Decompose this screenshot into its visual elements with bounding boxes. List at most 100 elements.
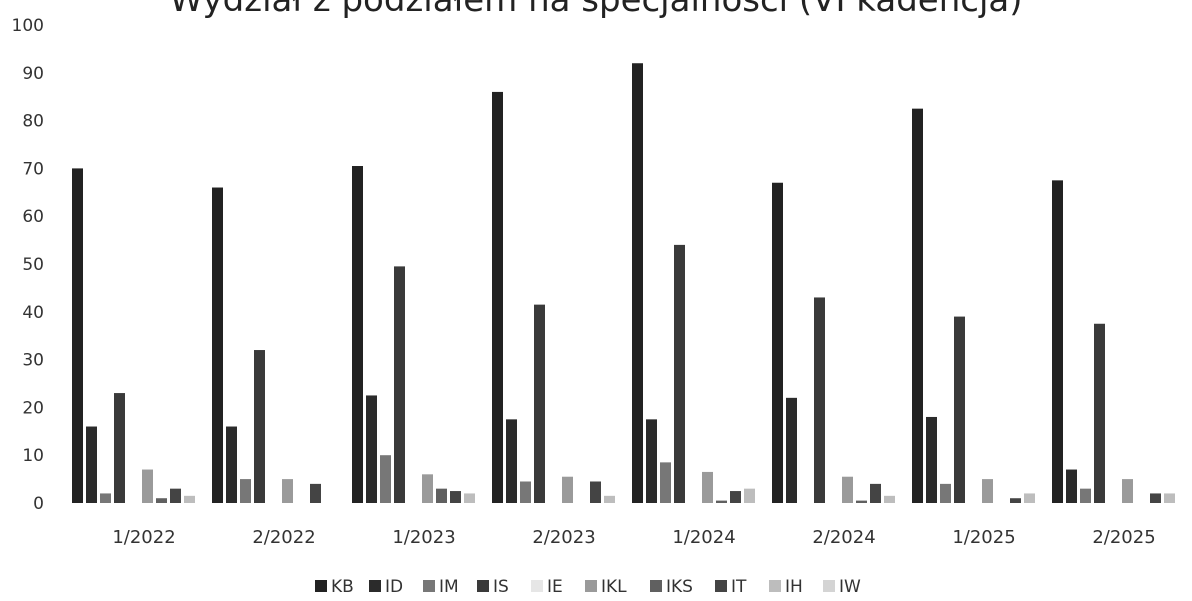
bar-ikl-2-2025 <box>1122 479 1133 503</box>
y-tick-label: 80 <box>22 112 44 132</box>
legend-swatch-iks <box>650 580 662 592</box>
x-tick-label: 1/2025 <box>952 527 1015 548</box>
bar-iks-2-2024 <box>856 500 867 503</box>
bar-im-1-2025 <box>940 483 951 503</box>
bar-ikl-1-2022 <box>142 469 153 503</box>
y-tick-label: 30 <box>22 351 44 371</box>
y-tick-label: 20 <box>22 398 44 418</box>
legend-swatch-ikl <box>585 580 597 592</box>
bar-iks-1-2023 <box>436 488 447 503</box>
bar-ikl-2-2023 <box>562 476 573 503</box>
bar-kb-1-2024 <box>632 63 643 504</box>
y-tick-label: 50 <box>22 255 44 275</box>
legend-label-ie: IE <box>547 577 563 597</box>
legend-label-kb: KB <box>331 577 354 597</box>
bar-is-2-2025 <box>1094 323 1105 503</box>
bar-im-2-2025 <box>1080 488 1091 503</box>
legend-label-im: IM <box>439 577 459 597</box>
bar-kb-2-2023 <box>492 91 503 504</box>
x-tick-label: 2/2025 <box>1092 527 1155 548</box>
bar-im-1-2022 <box>100 493 111 503</box>
bar-im-2-2022 <box>240 479 251 503</box>
bar-kb-2-2025 <box>1052 180 1063 503</box>
bar-ih-1-2024 <box>744 488 755 503</box>
bar-iks-1-2022 <box>156 498 167 503</box>
x-tick-label: 2/2023 <box>532 527 595 548</box>
bar-it-1-2022 <box>170 488 181 503</box>
bar-is-1-2024 <box>674 244 685 503</box>
y-axis: 0 10 20 30 40 50 60 70 80 90 100 <box>12 16 44 514</box>
bar-it-2-2023 <box>590 481 601 503</box>
chart-title: Wydział z podziałem na specjalności (VI … <box>169 0 1023 20</box>
x-tick-label: 1/2022 <box>112 527 175 548</box>
legend-swatch-id <box>369 580 381 592</box>
bar-it-2-2025 <box>1150 493 1161 503</box>
bar-id-2-2022 <box>226 426 237 503</box>
bar-is-1-2022 <box>114 393 125 503</box>
bar-kb-1-2022 <box>72 168 83 503</box>
bar-it-1-2024 <box>730 491 741 503</box>
x-axis: 1/2022 2/2022 1/2023 2/2023 1/2024 2/2024 1/20… <box>112 527 1155 548</box>
y-tick-label: 0 <box>33 494 44 514</box>
y-tick-label: 60 <box>22 207 44 227</box>
bar-ih-1-2025 <box>1024 493 1035 503</box>
x-tick-label: 1/2024 <box>672 527 735 548</box>
y-tick-label: 40 <box>22 303 44 323</box>
bar-ikl-1-2025 <box>982 479 993 503</box>
bar-ikl-1-2023 <box>422 474 433 503</box>
bar-id-2-2023 <box>506 419 517 503</box>
bar-im-1-2023 <box>380 455 391 503</box>
legend-label-ih: IH <box>785 577 803 597</box>
bar-is-2-2023 <box>534 304 545 503</box>
legend-swatch-im <box>423 580 435 592</box>
bar-id-2-2025 <box>1066 469 1077 503</box>
legend-swatch-it <box>715 580 727 592</box>
bar-im-1-2024 <box>660 462 671 503</box>
bar-kb-2-2024 <box>772 182 783 504</box>
bar-ih-1-2022 <box>184 495 195 503</box>
legend-label-it: IT <box>731 577 747 597</box>
bar-id-1-2022 <box>86 426 97 503</box>
bar-kb-1-2023 <box>352 166 363 503</box>
x-tick-label: 2/2024 <box>812 527 875 548</box>
legend: KB ID IM IS IE IKL IKS IT IH IW <box>315 577 861 597</box>
bar-it-2-2022 <box>310 483 321 503</box>
legend-swatch-iw <box>823 580 835 592</box>
bar-ikl-2-2024 <box>842 476 853 503</box>
bars-group <box>72 63 1175 504</box>
x-tick-label: 1/2023 <box>392 527 455 548</box>
x-tick-label: 2/2022 <box>252 527 315 548</box>
bar-ih-2-2024 <box>884 495 895 503</box>
bar-is-1-2025 <box>954 316 965 503</box>
legend-swatch-ih <box>769 580 781 592</box>
bar-is-2-2022 <box>254 350 265 503</box>
bar-is-1-2023 <box>394 266 405 503</box>
legend-swatch-kb <box>315 580 327 592</box>
bar-ih-1-2023 <box>464 493 475 503</box>
bar-iks-1-2024 <box>716 500 727 503</box>
bar-id-1-2025 <box>926 416 937 503</box>
bar-im-2-2023 <box>520 481 531 503</box>
bar-kb-2-2022 <box>212 187 223 503</box>
y-tick-label: 100 <box>12 16 44 36</box>
bar-ikl-2-2022 <box>282 479 293 503</box>
bar-it-1-2023 <box>450 491 461 503</box>
bar-id-1-2024 <box>646 419 657 503</box>
legend-swatch-is <box>477 580 489 592</box>
bar-kb-1-2025 <box>912 108 923 504</box>
legend-swatch-ie <box>531 580 543 592</box>
bar-ih-2-2025 <box>1164 493 1175 503</box>
legend-label-is: IS <box>493 577 509 597</box>
bar-id-2-2024 <box>786 397 797 503</box>
legend-label-iks: IKS <box>666 577 693 597</box>
y-tick-label: 10 <box>22 446 44 466</box>
y-tick-label: 70 <box>22 159 44 179</box>
bar-ih-2-2023 <box>604 495 615 503</box>
legend-label-iw: IW <box>839 577 861 597</box>
bar-is-2-2024 <box>814 297 825 503</box>
bar-it-1-2025 <box>1010 498 1021 503</box>
y-tick-label: 90 <box>22 64 44 84</box>
bar-id-1-2023 <box>366 395 377 503</box>
